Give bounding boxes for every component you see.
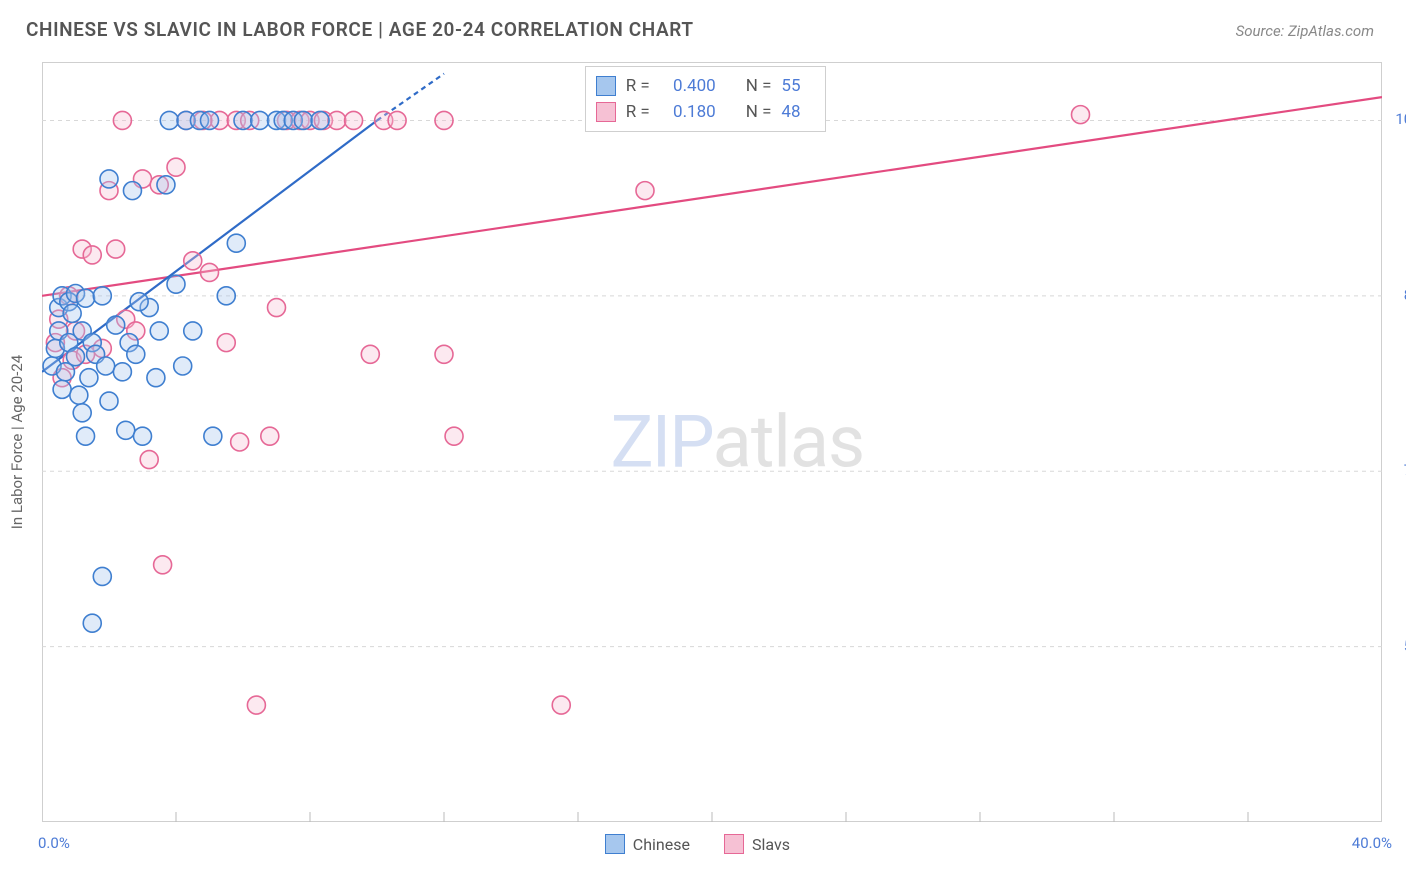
axis-tick-label: 40.0% (1352, 834, 1392, 852)
stat-n-label: N = (746, 99, 772, 125)
y-axis-label: In Labor Force | Age 20-24 (8, 62, 26, 822)
legend-item: Chinese (605, 834, 690, 854)
series-legend: Chinese Slavs (605, 834, 790, 854)
scatter-chart: ZIPatlas R =0.400N =55R =0.180N =48 Chin… (42, 62, 1382, 822)
stat-r-value: 0.400 (660, 73, 716, 99)
plot-svg (42, 62, 1382, 822)
legend-swatch (596, 102, 616, 122)
axis-tick-label: 0.0% (38, 834, 70, 852)
stat-n-value: 48 (781, 99, 811, 125)
stat-n-label: N = (746, 73, 772, 99)
axis-tick-label: 100.0% (1395, 110, 1406, 128)
stats-row: R = 0.180 N = 48 (596, 99, 812, 125)
legend-label: Slavs (752, 835, 790, 854)
source-attribution: Source: ZipAtlas.com (1236, 22, 1380, 40)
stat-r-label: R = (626, 99, 650, 125)
stat-n-value: 55 (781, 73, 811, 99)
legend-item: Slavs (724, 834, 790, 854)
stat-r-value: 0.180 (660, 99, 716, 125)
stat-r-label: R = (626, 73, 650, 99)
legend-swatch (724, 834, 744, 854)
legend-swatch (605, 834, 625, 854)
legend-label: Chinese (633, 835, 690, 854)
legend-swatch (596, 76, 616, 96)
correlation-stats-box: R = 0.400 N = 55 R = 0.180 N = 48 (585, 66, 827, 132)
stats-row: R = 0.400 N = 55 (596, 73, 812, 99)
chart-title: CHINESE VS SLAVIC IN LABOR FORCE | AGE 2… (26, 18, 694, 41)
